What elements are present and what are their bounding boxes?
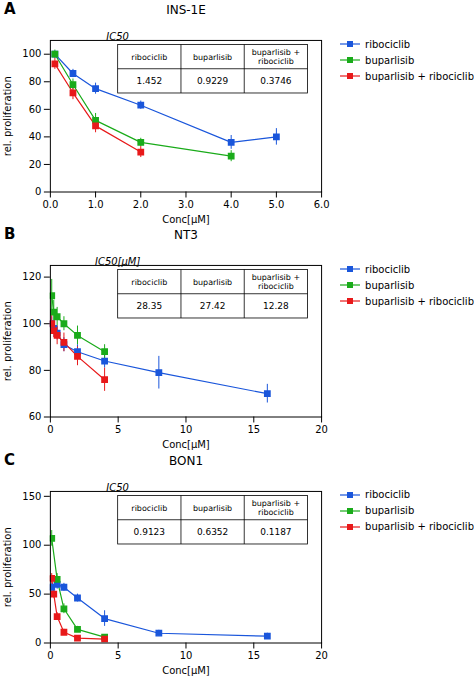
svg-text:80: 80 (29, 76, 42, 87)
svg-text:100: 100 (22, 48, 41, 59)
svg-text:5: 5 (115, 424, 121, 435)
svg-text:15: 15 (247, 650, 260, 661)
svg-text:0.6352: 0.6352 (197, 527, 228, 537)
svg-text:20: 20 (29, 159, 42, 170)
svg-text:3.0: 3.0 (178, 199, 194, 210)
html-text:B: B (4, 225, 16, 244)
svg-text:buparlisib: buparlisib (193, 278, 232, 287)
svg-text:1.452: 1.452 (136, 76, 162, 86)
svg-text:28.35: 28.35 (136, 301, 162, 311)
svg-text:5.0: 5.0 (268, 199, 284, 210)
svg-text:4.0: 4.0 (223, 199, 239, 210)
svg-text:20: 20 (315, 424, 328, 435)
svg-text:0.0: 0.0 (42, 199, 58, 210)
svg-text:buparlisib: buparlisib (193, 503, 232, 512)
svg-text:0: 0 (35, 637, 41, 648)
html-text:ribociclib: ribociclib (365, 263, 411, 275)
svg-text:12.28: 12.28 (263, 301, 289, 311)
html-text:ribociclib: ribociclib (365, 489, 411, 501)
svg-text:50: 50 (29, 588, 42, 599)
svg-text:IC50: IC50 (106, 31, 129, 42)
svg-text:0: 0 (47, 424, 53, 435)
html-text:BON1: BON1 (169, 453, 203, 468)
svg-text:150: 150 (22, 490, 41, 501)
svg-text:80: 80 (29, 365, 42, 376)
svg-text:20: 20 (315, 650, 328, 661)
svg-text:40: 40 (29, 131, 42, 142)
html-text:buparlisib: buparlisib (365, 505, 415, 517)
svg-text:buparlisib +ribociclib: buparlisib +ribociclib (252, 273, 300, 291)
svg-text:1.0: 1.0 (88, 199, 104, 210)
svg-text:60: 60 (29, 412, 42, 423)
svg-text:ribociclib: ribociclib (131, 278, 167, 287)
svg-text:27.42: 27.42 (200, 301, 226, 311)
svg-text:rel. proliferation: rel. proliferation (2, 76, 13, 156)
svg-text:0: 0 (47, 650, 53, 661)
svg-text:5: 5 (115, 650, 121, 661)
html-text:buparlisib + ribociclib: buparlisib + ribociclib (365, 70, 474, 82)
html-text:C: C (4, 450, 15, 469)
html-text:buparlisib: buparlisib (365, 54, 415, 66)
svg-text:120: 120 (22, 272, 41, 283)
svg-text:buparlisib: buparlisib (193, 52, 232, 61)
html-text:buparlisib + ribociclib: buparlisib + ribociclib (365, 521, 474, 533)
svg-text:0.3746: 0.3746 (260, 76, 292, 86)
html-text:NT3: NT3 (174, 228, 198, 243)
svg-text:rel. proliferation: rel. proliferation (2, 302, 13, 382)
svg-text:60: 60 (29, 104, 42, 115)
svg-text:100: 100 (22, 539, 41, 550)
svg-text:Conc[μM]: Conc[μM] (162, 214, 210, 225)
svg-text:10: 10 (180, 424, 193, 435)
svg-text:100: 100 (22, 318, 41, 329)
html-text:buparlisib: buparlisib (365, 279, 415, 291)
html-text:INS-1E: INS-1E (166, 3, 206, 17)
svg-text:2.0: 2.0 (133, 199, 149, 210)
svg-text:Conc[μM]: Conc[μM] (162, 665, 210, 676)
svg-text:0.9229: 0.9229 (197, 76, 229, 86)
svg-text:IC50: IC50 (106, 482, 129, 493)
svg-text:10: 10 (180, 650, 193, 661)
svg-text:IC50[μM]: IC50[μM] (95, 257, 140, 268)
svg-text:ribociclib: ribociclib (131, 52, 167, 61)
html-text:ribociclib: ribociclib (365, 38, 411, 50)
svg-text:15: 15 (247, 424, 260, 435)
svg-text:Conc[μM]: Conc[μM] (162, 439, 210, 450)
svg-text:rel. proliferation: rel. proliferation (2, 527, 13, 607)
svg-text:buparlisib +ribociclib: buparlisib +ribociclib (252, 498, 300, 516)
svg-text:ribociclib: ribociclib (131, 503, 167, 512)
html-text:buparlisib + ribociclib: buparlisib + ribociclib (365, 295, 474, 307)
svg-text:0.1187: 0.1187 (260, 527, 291, 537)
svg-text:6.0: 6.0 (314, 199, 330, 210)
svg-text:0: 0 (35, 186, 41, 197)
svg-text:buparlisib +ribociclib: buparlisib +ribociclib (252, 48, 300, 66)
svg-text:0.9123: 0.9123 (134, 527, 165, 537)
html-text:A: A (4, 0, 16, 18)
